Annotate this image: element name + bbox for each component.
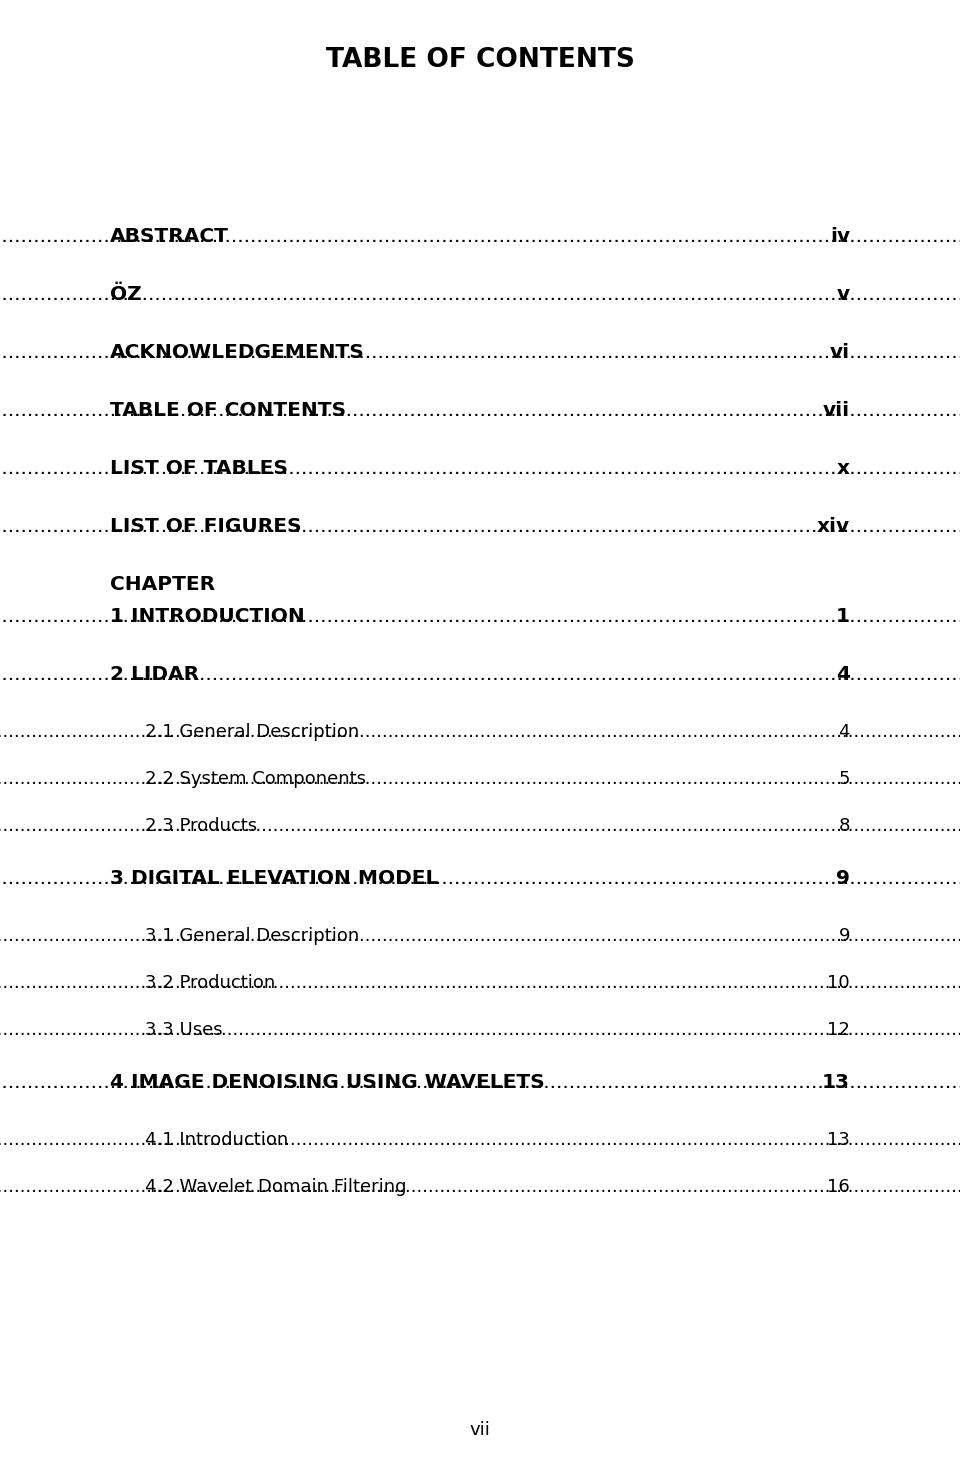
Text: vii: vii — [469, 1421, 491, 1439]
Text: LIST OF FIGURES: LIST OF FIGURES — [110, 517, 301, 536]
Text: 3.1 General Description: 3.1 General Description — [145, 928, 359, 945]
Text: LIST OF TABLES: LIST OF TABLES — [110, 459, 288, 479]
Text: 1: 1 — [836, 607, 850, 626]
Text: ................................................................................: ........................................… — [0, 868, 960, 888]
Text: ................................................................................: ........................................… — [0, 227, 960, 247]
Text: ................................................................................: ........................................… — [0, 928, 960, 945]
Text: ................................................................................: ........................................… — [0, 817, 960, 835]
Text: 3.3 Uses: 3.3 Uses — [145, 1021, 223, 1038]
Text: ................................................................................: ........................................… — [0, 517, 960, 536]
Text: iv: iv — [829, 227, 850, 247]
Text: ................................................................................: ........................................… — [0, 1131, 960, 1149]
Text: 9: 9 — [838, 928, 850, 945]
Text: vi: vi — [829, 343, 850, 362]
Text: TABLE OF CONTENTS: TABLE OF CONTENTS — [325, 47, 635, 72]
Text: ................................................................................: ........................................… — [0, 400, 960, 419]
Text: 2 LIDAR: 2 LIDAR — [110, 665, 199, 684]
Text: ................................................................................: ........................................… — [0, 1072, 960, 1092]
Text: CHAPTER: CHAPTER — [110, 575, 215, 594]
Text: vii: vii — [823, 400, 850, 419]
Text: 16: 16 — [828, 1177, 850, 1196]
Text: ACKNOWLEDGEMENTS: ACKNOWLEDGEMENTS — [110, 343, 365, 362]
Text: 13: 13 — [822, 1072, 850, 1092]
Text: 9: 9 — [836, 868, 850, 888]
Text: ................................................................................: ........................................… — [0, 1021, 960, 1038]
Text: xiv: xiv — [817, 517, 850, 536]
Text: ................................................................................: ........................................… — [0, 459, 960, 479]
Text: x: x — [837, 459, 850, 479]
Text: 2.1 General Description: 2.1 General Description — [145, 722, 359, 741]
Text: 3.2 Production: 3.2 Production — [145, 973, 276, 993]
Text: 10: 10 — [828, 973, 850, 993]
Text: TABLE OF CONTENTS: TABLE OF CONTENTS — [110, 400, 347, 419]
Text: ................................................................................: ........................................… — [0, 973, 960, 993]
Text: ................................................................................: ........................................… — [0, 285, 960, 304]
Text: 4: 4 — [836, 665, 850, 684]
Text: ABSTRACT: ABSTRACT — [110, 227, 228, 247]
Text: 2.2 System Components: 2.2 System Components — [145, 770, 366, 787]
Text: v: v — [837, 285, 850, 304]
Text: ................................................................................: ........................................… — [0, 343, 960, 362]
Text: ÖZ: ÖZ — [110, 285, 142, 304]
Text: 12: 12 — [828, 1021, 850, 1038]
Text: ................................................................................: ........................................… — [0, 770, 960, 787]
Text: 3 DIGITAL ELEVATION MODEL: 3 DIGITAL ELEVATION MODEL — [110, 868, 439, 888]
Text: 5: 5 — [838, 770, 850, 787]
Text: 2.3 Products: 2.3 Products — [145, 817, 257, 835]
Text: ................................................................................: ........................................… — [0, 722, 960, 741]
Text: ................................................................................: ........................................… — [0, 607, 960, 626]
Text: 13: 13 — [828, 1131, 850, 1149]
Text: 1 INTRODUCTION: 1 INTRODUCTION — [110, 607, 304, 626]
Text: 4.2 Wavelet Domain Filtering: 4.2 Wavelet Domain Filtering — [145, 1177, 406, 1196]
Text: 4 IMAGE DENOISING USING WAVELETS: 4 IMAGE DENOISING USING WAVELETS — [110, 1072, 544, 1092]
Text: ................................................................................: ........................................… — [0, 665, 960, 684]
Text: 4: 4 — [838, 722, 850, 741]
Text: 8: 8 — [839, 817, 850, 835]
Text: ................................................................................: ........................................… — [0, 1177, 960, 1196]
Text: 4.1 Introduction: 4.1 Introduction — [145, 1131, 288, 1149]
